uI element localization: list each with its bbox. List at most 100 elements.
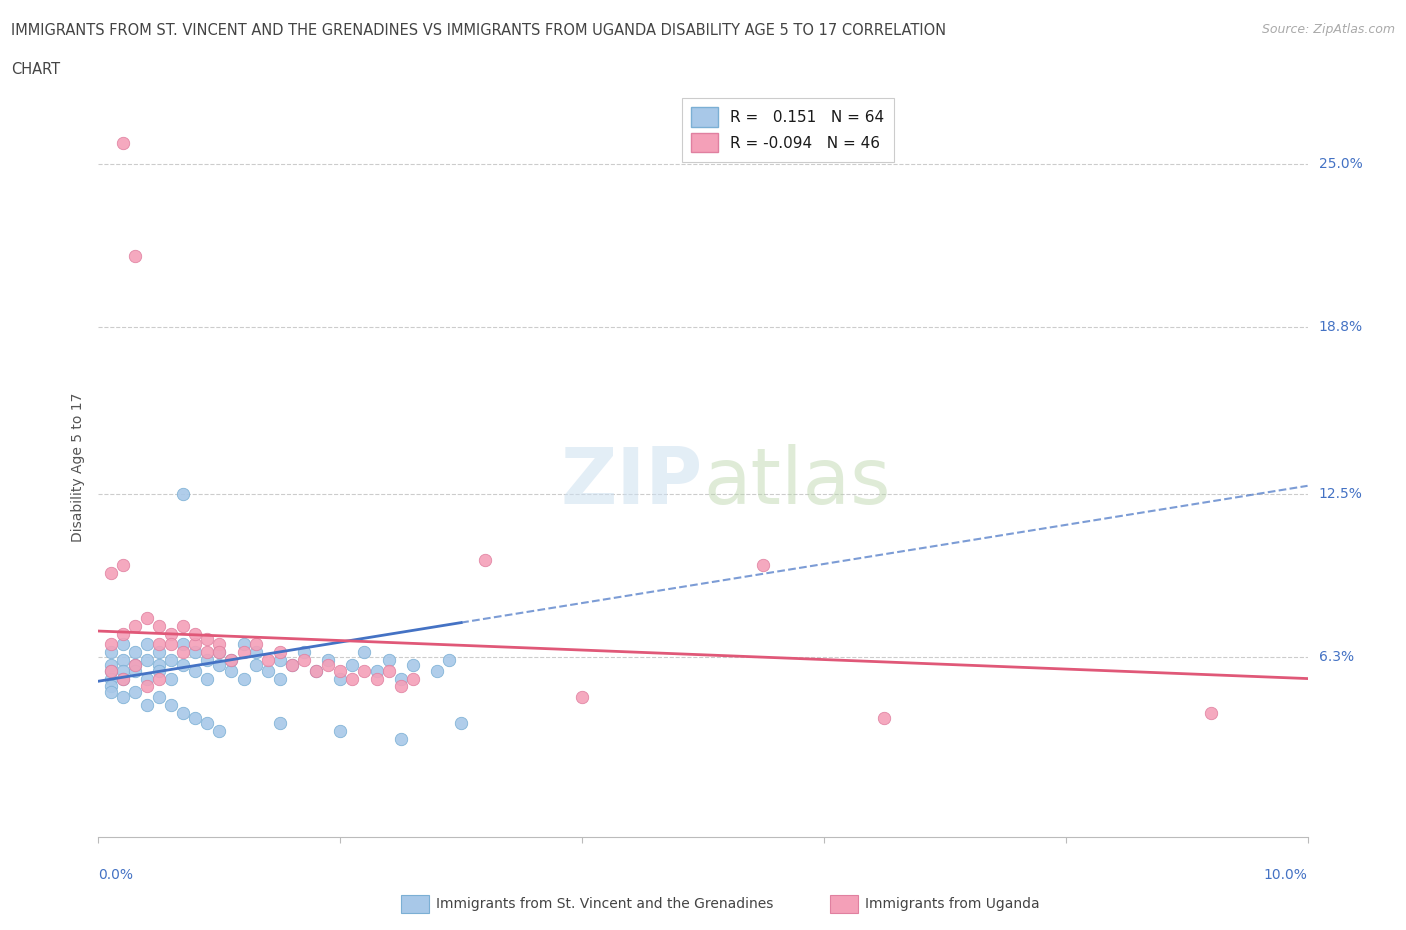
Point bbox=[124, 644, 146, 659]
Point bbox=[111, 690, 134, 705]
Point bbox=[281, 658, 304, 672]
Point bbox=[160, 637, 183, 652]
Point bbox=[256, 663, 278, 678]
Point bbox=[329, 724, 352, 738]
Text: atlas: atlas bbox=[703, 445, 890, 520]
Point bbox=[342, 658, 364, 672]
Text: ZIP: ZIP bbox=[561, 445, 703, 520]
Point bbox=[329, 671, 352, 686]
Point bbox=[316, 658, 339, 672]
Point bbox=[366, 663, 388, 678]
Point bbox=[752, 558, 775, 573]
Point bbox=[172, 486, 194, 501]
Point bbox=[269, 644, 291, 659]
Point bbox=[208, 644, 231, 659]
Point bbox=[124, 658, 146, 672]
Text: 12.5%: 12.5% bbox=[1319, 486, 1362, 500]
Point bbox=[100, 684, 122, 699]
Point bbox=[292, 653, 315, 668]
Point bbox=[184, 663, 207, 678]
Text: CHART: CHART bbox=[11, 62, 60, 77]
Point bbox=[402, 671, 425, 686]
Point bbox=[148, 690, 170, 705]
Point bbox=[256, 653, 278, 668]
Point bbox=[195, 644, 218, 659]
Point bbox=[474, 552, 496, 567]
Point bbox=[100, 565, 122, 580]
Text: 25.0%: 25.0% bbox=[1319, 156, 1362, 171]
Point bbox=[316, 653, 339, 668]
Point bbox=[124, 248, 146, 263]
Legend: R =   0.151   N = 64, R = -0.094   N = 46: R = 0.151 N = 64, R = -0.094 N = 46 bbox=[682, 98, 894, 162]
Point bbox=[389, 679, 412, 694]
Point bbox=[148, 671, 170, 686]
Point bbox=[305, 663, 328, 678]
Point bbox=[195, 671, 218, 686]
Point bbox=[221, 653, 243, 668]
Point bbox=[160, 671, 183, 686]
Point bbox=[148, 644, 170, 659]
Point bbox=[269, 671, 291, 686]
Point bbox=[208, 658, 231, 672]
Text: Source: ZipAtlas.com: Source: ZipAtlas.com bbox=[1261, 23, 1395, 36]
Point bbox=[148, 663, 170, 678]
Point bbox=[269, 716, 291, 731]
Point bbox=[305, 663, 328, 678]
Point bbox=[100, 679, 122, 694]
Point bbox=[124, 618, 146, 633]
Point bbox=[437, 653, 460, 668]
Point bbox=[111, 653, 134, 668]
Point bbox=[184, 644, 207, 659]
Point bbox=[402, 658, 425, 672]
Point bbox=[389, 671, 412, 686]
Point bbox=[366, 671, 388, 686]
Text: IMMIGRANTS FROM ST. VINCENT AND THE GRENADINES VS IMMIGRANTS FROM UGANDA DISABIL: IMMIGRANTS FROM ST. VINCENT AND THE GREN… bbox=[11, 23, 946, 38]
Point bbox=[111, 663, 134, 678]
Point bbox=[100, 663, 122, 678]
Point bbox=[377, 663, 399, 678]
Point bbox=[353, 663, 375, 678]
Point bbox=[160, 626, 183, 641]
Point bbox=[172, 658, 194, 672]
Point bbox=[160, 698, 183, 712]
Point bbox=[100, 671, 122, 686]
Point bbox=[184, 637, 207, 652]
Point bbox=[148, 658, 170, 672]
Point bbox=[353, 644, 375, 659]
Point bbox=[1199, 706, 1222, 721]
Point bbox=[172, 644, 194, 659]
Point bbox=[377, 653, 399, 668]
Point bbox=[450, 716, 472, 731]
Point bbox=[232, 637, 254, 652]
Point bbox=[184, 711, 207, 725]
Point bbox=[269, 653, 291, 668]
Point bbox=[426, 663, 449, 678]
Point bbox=[208, 637, 231, 652]
Point bbox=[148, 618, 170, 633]
Point bbox=[184, 626, 207, 641]
Point bbox=[135, 610, 157, 625]
Text: 10.0%: 10.0% bbox=[1264, 868, 1308, 882]
Point bbox=[111, 558, 134, 573]
Point bbox=[221, 663, 243, 678]
Point bbox=[221, 653, 243, 668]
Point bbox=[571, 690, 593, 705]
Text: Immigrants from Uganda: Immigrants from Uganda bbox=[865, 897, 1039, 911]
Point bbox=[111, 671, 134, 686]
Point bbox=[100, 658, 122, 672]
Point bbox=[232, 644, 254, 659]
Point bbox=[100, 644, 122, 659]
Point bbox=[124, 684, 146, 699]
Point bbox=[195, 631, 218, 646]
Point bbox=[111, 671, 134, 686]
Point bbox=[111, 637, 134, 652]
Point bbox=[232, 671, 254, 686]
Point bbox=[135, 679, 157, 694]
Point bbox=[111, 626, 134, 641]
Point bbox=[148, 637, 170, 652]
Point bbox=[873, 711, 896, 725]
Point bbox=[100, 663, 122, 678]
Point bbox=[245, 644, 267, 659]
Point bbox=[135, 637, 157, 652]
Point bbox=[124, 663, 146, 678]
